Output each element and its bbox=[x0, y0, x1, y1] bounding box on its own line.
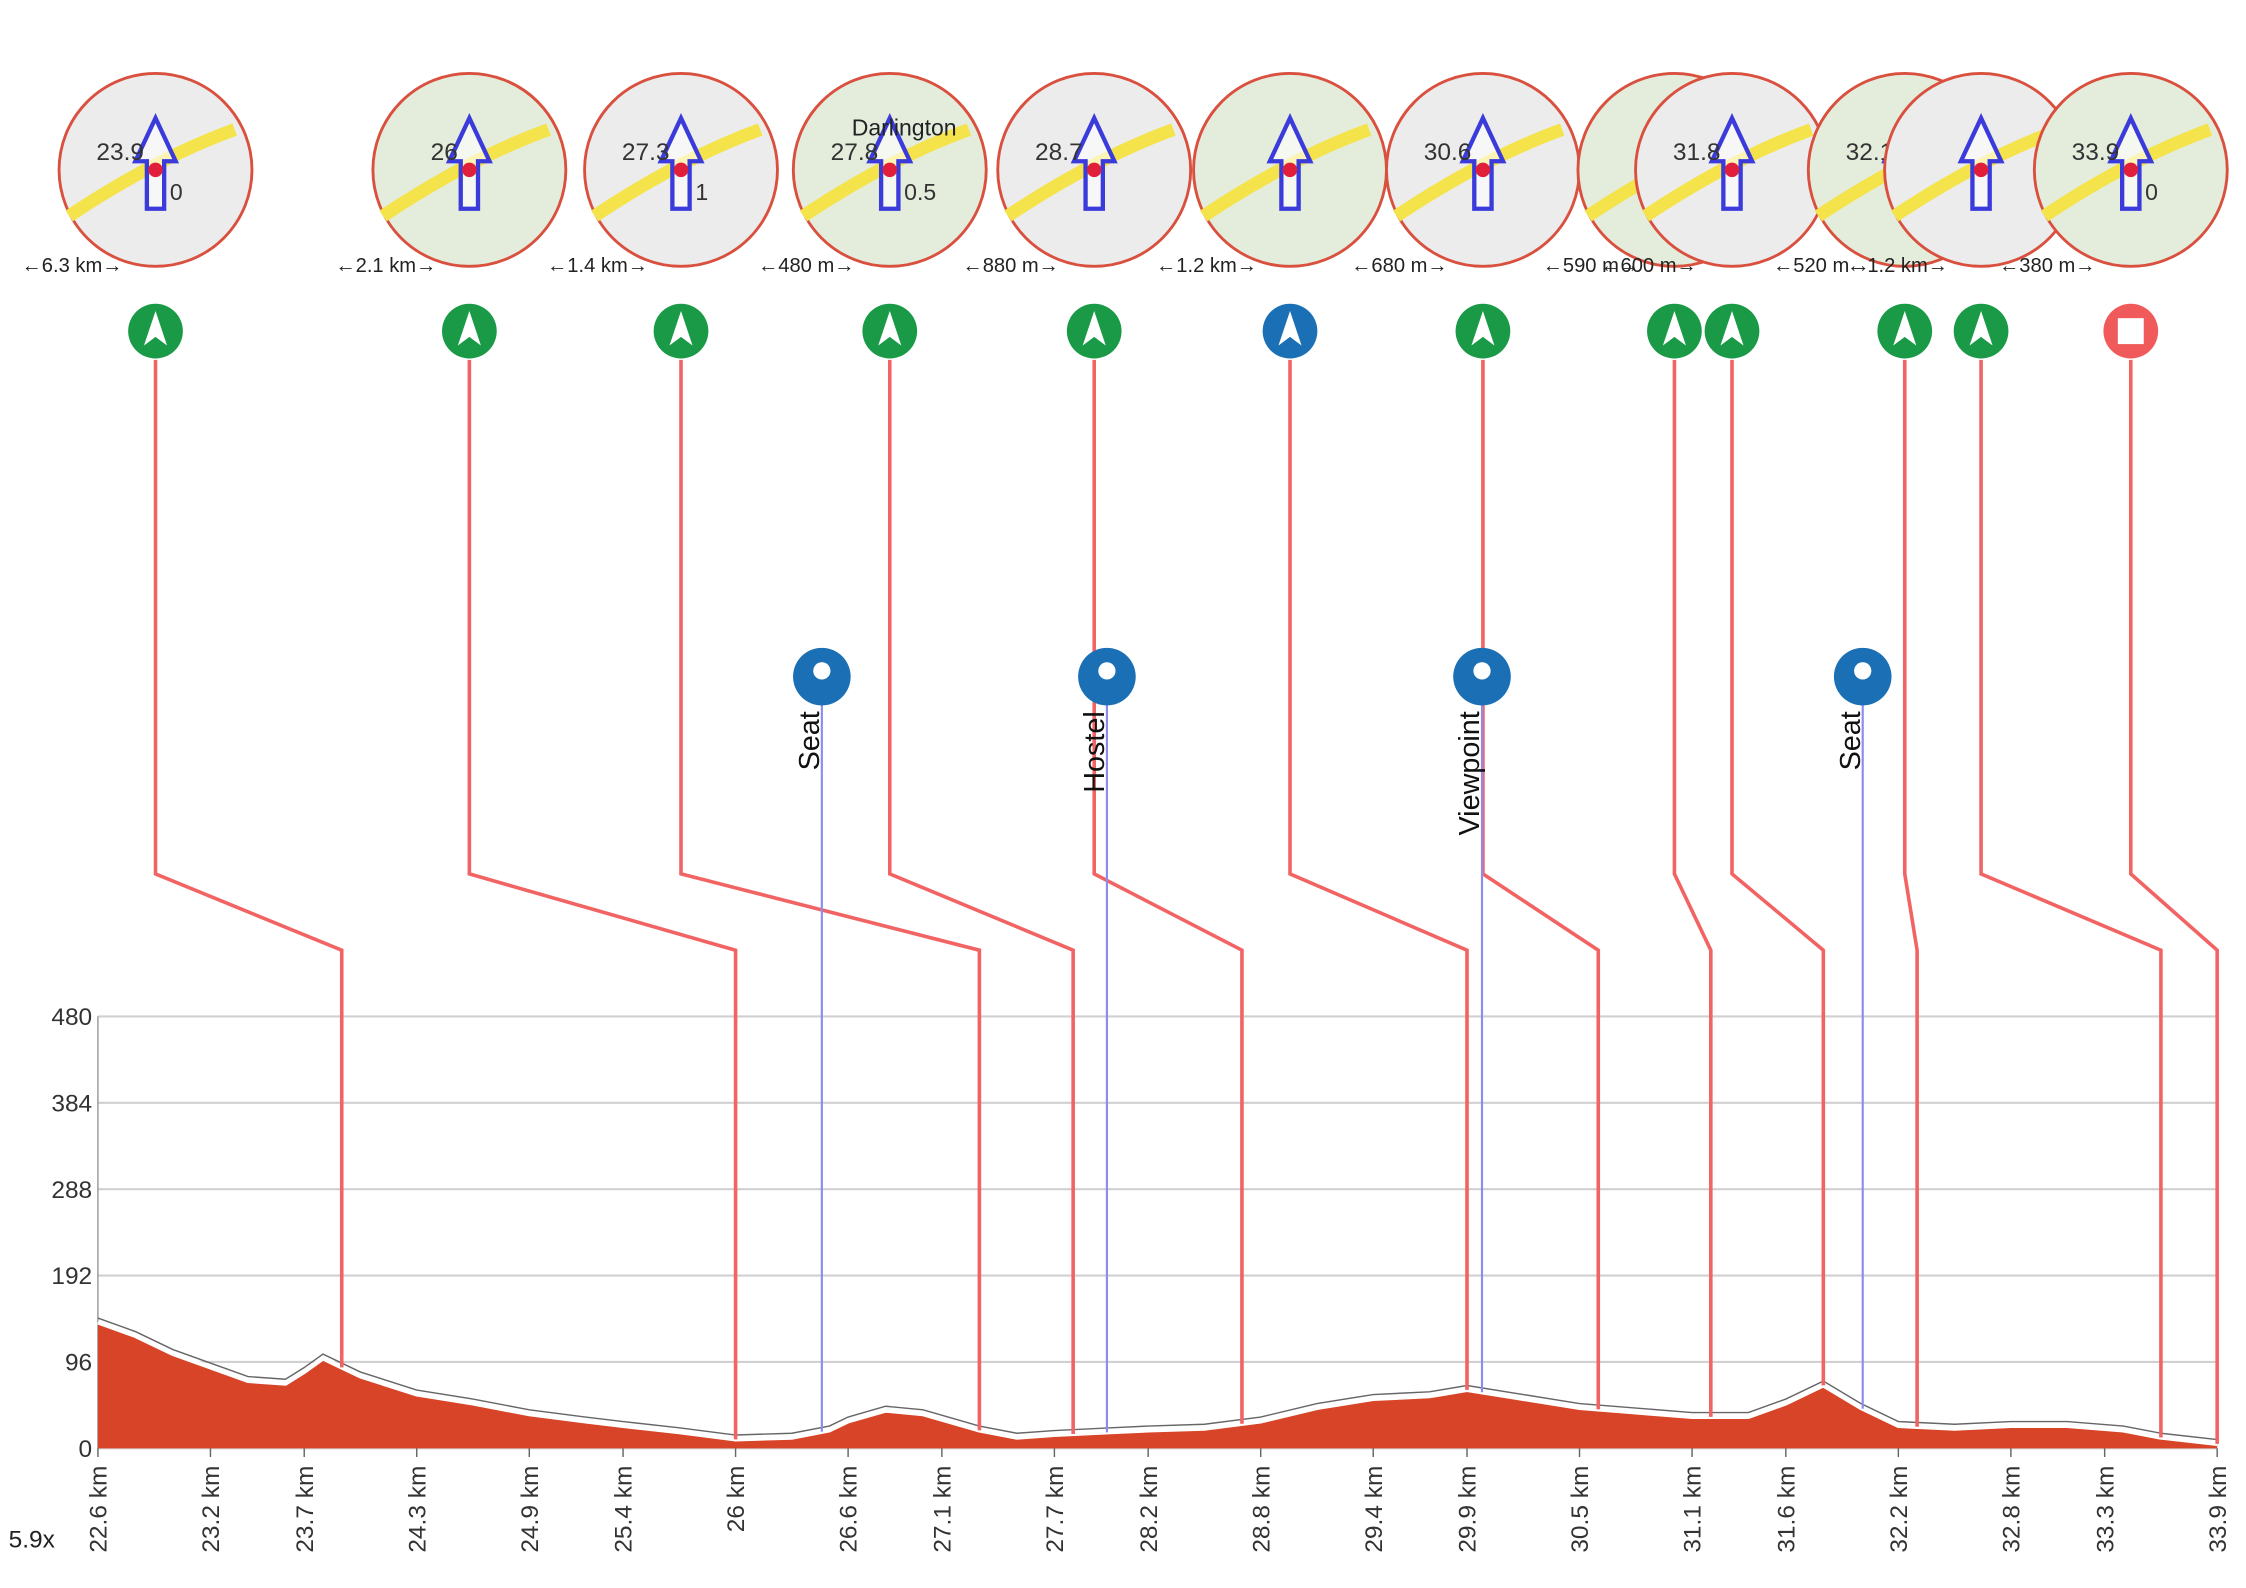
position-dot bbox=[883, 163, 897, 177]
position-dot bbox=[1725, 163, 1739, 177]
waypoint-leader bbox=[1674, 360, 1710, 1417]
zoom-level: 5.9x bbox=[9, 1527, 55, 1554]
x-tick-label: 33.3 km bbox=[2092, 1466, 2119, 1553]
map-sub-label: 0 bbox=[2145, 179, 2158, 205]
position-dot bbox=[1283, 163, 1297, 177]
x-tick-label: 26.6 km bbox=[836, 1466, 863, 1553]
y-tick-label: 192 bbox=[51, 1263, 92, 1290]
position-dot bbox=[2124, 163, 2138, 177]
poi-glyph bbox=[813, 662, 830, 679]
x-tick-label: 24.9 km bbox=[517, 1466, 544, 1553]
waypoint-km: 27.8 bbox=[831, 139, 879, 166]
poi-glyph bbox=[1473, 662, 1490, 679]
waypoint-leader bbox=[681, 360, 979, 1430]
map-place: Darlington bbox=[852, 114, 957, 140]
position-dot bbox=[462, 163, 476, 177]
waypoint-distance: ←880 m→ bbox=[963, 255, 1059, 277]
waypoint-leader bbox=[2131, 360, 2217, 1444]
x-tick-label: 32.2 km bbox=[1886, 1466, 1913, 1553]
elevation-profile: 0 96 192 288 384 480 22.6 km 23.2 km 23.7 km 24.3… bbox=[0, 0, 2246, 1588]
waypoint-leader bbox=[1732, 360, 1823, 1385]
position-dot bbox=[1087, 163, 1101, 177]
x-tick-label: 30.5 km bbox=[1567, 1466, 1594, 1553]
waypoint-km: 26 bbox=[431, 139, 458, 166]
x-tick-label: 25.4 km bbox=[611, 1466, 638, 1553]
x-tick-label: 22.6 km bbox=[86, 1466, 113, 1553]
map-sub-label: 1 bbox=[695, 179, 708, 205]
position-dot bbox=[1476, 163, 1490, 177]
waypoint-km: 27.3 bbox=[622, 139, 670, 166]
x-tick-label: 28.8 km bbox=[1248, 1466, 1275, 1553]
waypoint-distance: ←1.2 km→ bbox=[1156, 255, 1257, 277]
waypoint-km: 28.7 bbox=[1035, 139, 1083, 166]
map-thumbnail: 33.90 bbox=[2034, 73, 2227, 266]
map-thumbnail: 23.90 bbox=[59, 73, 252, 266]
y-tick-label: 480 bbox=[51, 1004, 92, 1031]
x-tick-label: 29.9 km bbox=[1455, 1466, 1482, 1553]
waypoint-distance: ←600 m→ bbox=[1600, 255, 1696, 277]
x-tick-label: 29.4 km bbox=[1361, 1466, 1388, 1553]
map-thumbnail: 28.7 bbox=[998, 73, 1191, 266]
y-tick-label: 288 bbox=[51, 1177, 92, 1204]
x-tick-label: 28.2 km bbox=[1136, 1466, 1163, 1553]
poi-label: Viewpoint bbox=[1454, 711, 1486, 835]
poi-label: Seat bbox=[794, 711, 826, 770]
waypoint-km: 31.8 bbox=[1673, 139, 1721, 166]
x-tick-label: 27.7 km bbox=[1042, 1466, 1069, 1553]
waypoint-km: 23.9 bbox=[96, 139, 144, 166]
stop-icon bbox=[2118, 318, 2144, 344]
x-tick-label: 27.1 km bbox=[930, 1466, 957, 1553]
x-tick-label: 32.8 km bbox=[1999, 1466, 2026, 1553]
y-tick-label: 0 bbox=[79, 1436, 93, 1463]
waypoint-distance: ←380 m→ bbox=[1999, 255, 2095, 277]
x-tick-label: 23.7 km bbox=[292, 1466, 319, 1553]
poi-label: Seat bbox=[1835, 711, 1867, 770]
waypoint-km: 33.9 bbox=[2072, 139, 2120, 166]
waypoint-distance: ←6.3 km→ bbox=[22, 255, 123, 277]
x-tick-label: 24.3 km bbox=[404, 1466, 431, 1553]
waypoint-leader bbox=[156, 360, 342, 1367]
poi-glyph bbox=[1098, 662, 1115, 679]
waypoint-leader bbox=[1905, 360, 1917, 1427]
poi-glyph bbox=[1854, 662, 1871, 679]
waypoint-distance: ←1.2 km→ bbox=[1847, 255, 1948, 277]
y-tick-label: 384 bbox=[51, 1090, 92, 1117]
map-thumbnail bbox=[1194, 73, 1387, 266]
waypoint-distance: ←480 m→ bbox=[758, 255, 854, 277]
x-tick-label: 31.1 km bbox=[1680, 1466, 1707, 1553]
x-tick-label: 33.9 km bbox=[2205, 1466, 2232, 1553]
map-sub-label: 0.5 bbox=[904, 179, 936, 205]
waypoint-leader bbox=[1094, 360, 1242, 1424]
x-tick-label: 26 km bbox=[723, 1466, 750, 1533]
waypoint-leader bbox=[1290, 360, 1467, 1390]
map-thumbnail: 27.8 0.5 Darlington bbox=[793, 73, 986, 266]
waypoint-distance: ←680 m→ bbox=[1351, 255, 1447, 277]
map-thumbnail: 26 bbox=[373, 73, 566, 266]
waypoint-distance: ←1.4 km→ bbox=[547, 255, 648, 277]
position-dot bbox=[1974, 163, 1988, 177]
y-tick-label: 96 bbox=[65, 1350, 92, 1377]
waypoint-km: 30.6 bbox=[1424, 139, 1472, 166]
map-thumbnail: 31.8 bbox=[1636, 73, 1829, 266]
poi-label: Hostel bbox=[1079, 711, 1111, 793]
waypoint-leader bbox=[1483, 360, 1598, 1409]
map-sub-label: 0 bbox=[170, 179, 183, 205]
x-tick-label: 23.2 km bbox=[198, 1466, 225, 1553]
map-thumbnail: 27.31 bbox=[585, 73, 778, 266]
map-thumbnail: 30.6 bbox=[1386, 73, 1579, 266]
x-tick-label: 31.6 km bbox=[1773, 1466, 1800, 1553]
position-dot bbox=[148, 163, 162, 177]
waypoint-leader bbox=[890, 360, 1073, 1434]
waypoint-leader bbox=[469, 360, 735, 1439]
position-dot bbox=[674, 163, 688, 177]
waypoint-distance: ←2.1 km→ bbox=[336, 255, 437, 277]
